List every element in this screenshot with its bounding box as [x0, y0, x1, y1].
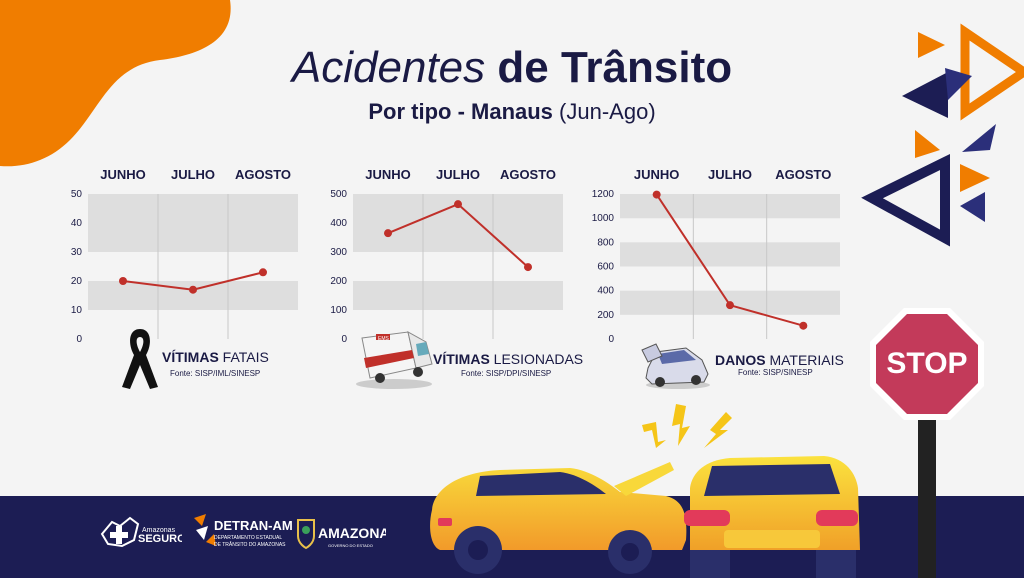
x-category-label: JULHO [436, 167, 480, 182]
chart-danos-materiais: 0 200 400 600 800 1000 1200 JUNHO JULHO AGOSTO [592, 167, 840, 345]
x-category-label: JULHO [171, 167, 215, 182]
detran-am-logo: DETRAN-AM DEPARTAMENTO ESTADUAL DE TRÂNS… [194, 514, 292, 548]
grid-band [88, 223, 298, 252]
y-tick-label: 40 [71, 218, 83, 229]
grid-band [353, 281, 563, 310]
stop-text: STOP [886, 347, 967, 380]
data-point [384, 229, 392, 238]
data-point [189, 285, 197, 294]
y-tick-label: 500 [330, 189, 347, 200]
data-point [652, 190, 661, 199]
black-ribbon-icon [122, 329, 158, 389]
y-tick-label: 50 [71, 189, 83, 200]
chart-source-lesionadas: Fonte: SISP/DPI/SINESP [461, 369, 552, 378]
grid-band [88, 194, 298, 223]
triangle-decoration [861, 23, 1024, 247]
y-tick-label: 400 [597, 286, 614, 297]
title-bold: de Trânsito [497, 43, 733, 92]
y-tick-label: 300 [330, 247, 347, 258]
damaged-car-icon [641, 343, 710, 389]
chart-title-fatais: VÍTIMAS FATAIS [162, 349, 269, 365]
page-title: Acidentes de Trânsito [0, 42, 1024, 94]
x-category-label: JUNHO [365, 167, 411, 182]
chart-vitimas-lesionadas: 0 100 200 300 400 500 JUNHO JULHO AGOSTO [330, 167, 563, 345]
seguro-small-text: Amazonas [142, 527, 176, 534]
chart-title-materiais: DANOS MATERIAIS [715, 352, 844, 368]
y-tick-label: 20 [71, 276, 83, 287]
data-point [726, 301, 734, 310]
data-point [799, 321, 808, 330]
detran-sub2: DE TRÂNSITO DO AMAZONAS [214, 541, 286, 548]
subtitle-bold: Por tipo - Manaus [368, 99, 553, 124]
chart-vitimas-fatais: 0 10 20 30 40 50 JUNHO JULHO AGOSTO [71, 167, 298, 345]
detran-sub1: DEPARTAMENTO ESTADUAL [214, 535, 282, 541]
data-point [454, 200, 462, 209]
ambulance-icon: EMS [356, 331, 433, 389]
seguro-text: SEGURO [138, 533, 182, 545]
data-point [524, 263, 532, 272]
chart-title-lesionadas: VÍTIMAS LESIONADAS [433, 351, 584, 367]
y-tick-label: 100 [330, 305, 347, 316]
orange-blob [0, 0, 231, 167]
y-tick-label: 0 [608, 334, 614, 345]
amazonas-seguro-logo: Amazonas SEGURO [100, 516, 182, 548]
chart-source-materiais: Fonte: SISP/SINESP [738, 368, 813, 377]
amazonas-text: AMAZONAS [318, 525, 386, 541]
car-crash-illustration [430, 404, 860, 578]
y-tick-label: 10 [71, 305, 83, 316]
grid-band [620, 194, 840, 219]
x-category-label: AGOSTO [235, 167, 291, 182]
y-tick-label: 0 [76, 334, 82, 345]
y-tick-label: 600 [597, 262, 614, 273]
y-tick-label: 1000 [592, 213, 615, 224]
page-subtitle: Por tipo - Manaus (Jun-Ago) [0, 98, 1024, 126]
x-category-label: AGOSTO [500, 167, 556, 182]
amazonas-sub: GOVERNO DO ESTADO [328, 543, 373, 548]
x-category-label: JULHO [708, 167, 752, 182]
y-tick-label: 200 [330, 276, 347, 287]
x-category-label: AGOSTO [775, 167, 831, 182]
x-category-label: JUNHO [634, 167, 680, 182]
governo-amazonas-logo: AMAZONAS GOVERNO DO ESTADO [297, 519, 386, 550]
y-tick-label: 800 [597, 237, 614, 248]
detran-text: DETRAN-AM [214, 518, 292, 533]
ambulance-label: EMS [378, 336, 390, 342]
grid-band [88, 281, 298, 310]
data-point [259, 268, 267, 277]
y-tick-label: 1200 [592, 189, 615, 200]
y-tick-label: 30 [71, 247, 83, 258]
title-italic: Acidentes [291, 43, 486, 92]
data-point [119, 277, 127, 285]
stop-sign: STOP [870, 308, 984, 578]
subtitle-rest: (Jun-Ago) [559, 99, 656, 124]
grid-band [353, 223, 563, 252]
grid-band [353, 194, 563, 223]
y-tick-label: 0 [341, 334, 347, 345]
chart-source-fatais: Fonte: SISP/IML/SINESP [170, 369, 261, 378]
x-category-label: JUNHO [100, 167, 146, 182]
y-tick-label: 400 [330, 218, 347, 229]
y-tick-label: 200 [597, 310, 614, 321]
grid-band [620, 242, 840, 267]
